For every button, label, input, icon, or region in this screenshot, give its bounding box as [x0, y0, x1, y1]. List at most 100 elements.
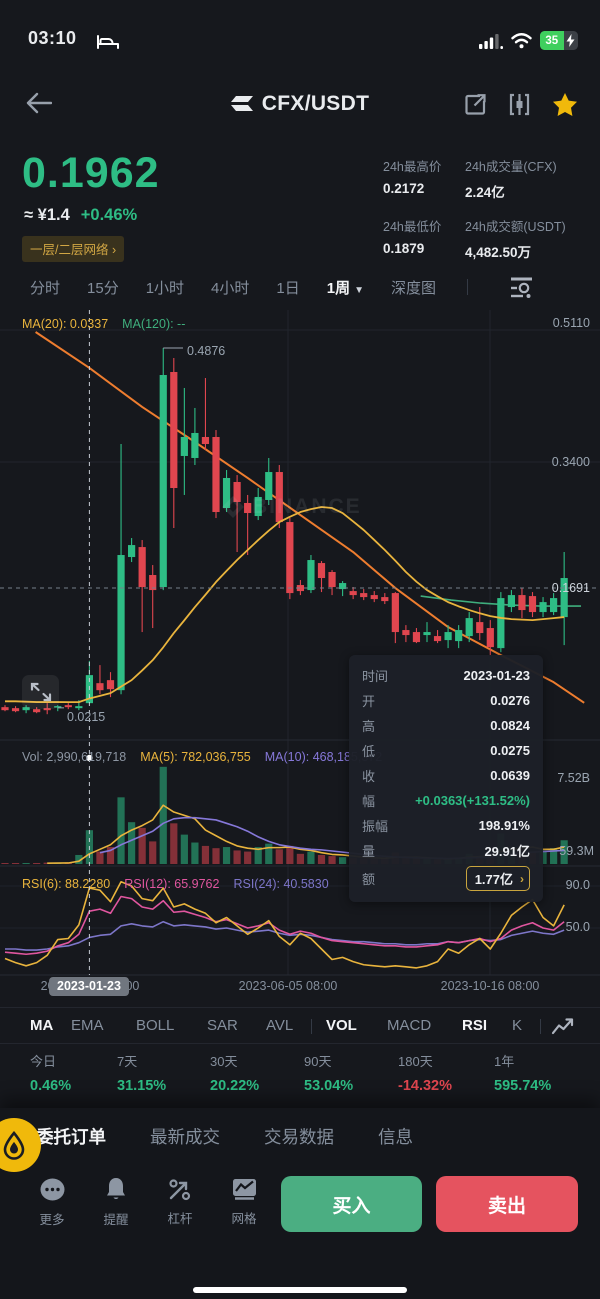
caret-down-icon: ▼ — [354, 284, 364, 296]
stat-label: 24h最低价 — [383, 220, 442, 234]
tooltip-value: +0.0363(+131.52%) — [415, 793, 530, 808]
bottom-tabs: 委托订单 最新成交 交易数据 信息 — [36, 1124, 413, 1149]
tooltip-label: 时间 — [362, 669, 389, 684]
droplet-icon — [3, 1131, 25, 1160]
tooltip-label: 低 — [362, 744, 376, 759]
cellular-signal-icon — [479, 33, 503, 49]
perf-30天: 30天 20.22% — [210, 1051, 259, 1094]
status-time: 03:10 — [28, 28, 77, 48]
chevron-right-icon: › — [111, 243, 117, 257]
back-icon[interactable] — [26, 92, 52, 114]
timeframe-tab-4小时[interactable]: 4小时 — [211, 279, 250, 297]
indicator-tab-EMA[interactable]: EMA — [71, 1017, 104, 1034]
legend-item: Vol: 2,990,619,718 — [22, 750, 127, 764]
indicator-tab-K[interactable]: K — [512, 1017, 523, 1034]
timeframe-tab-深度图[interactable]: 深度图 — [390, 279, 436, 297]
low-annotation: 0.0215 — [67, 710, 106, 724]
legend-item: RSI(12): 65.9762 — [124, 877, 220, 891]
tooltip-label: 开 — [362, 694, 376, 709]
grid-label: 网格 — [231, 1212, 257, 1226]
battery-charging-bolt — [563, 31, 578, 50]
timeframe-tab-1小时[interactable]: 1小时 — [145, 279, 185, 297]
status-icons: 35 — [479, 31, 578, 50]
indicator-tab-RSI[interactable]: RSI — [462, 1017, 488, 1034]
bottom-sheet: 委托订单 最新成交 交易数据 信息 更多 提醒 杠杆 网格 买入 卖出 — [0, 1108, 600, 1299]
more-label: 更多 — [39, 1213, 65, 1227]
indicator-tab-AVL[interactable]: AVL — [266, 1017, 294, 1034]
tooltip-value: 29.91亿 — [484, 844, 530, 859]
pair-selector[interactable]: CFX/USDT — [0, 92, 600, 116]
tooltip-label: 高 — [362, 719, 376, 734]
more-button[interactable]: 更多 — [30, 1176, 74, 1228]
category-tag[interactable]: 一层/二层网络 › — [22, 236, 125, 262]
indicator-tab-VOL[interactable]: VOL — [326, 1017, 357, 1034]
timeframe-tab-1周[interactable]: 1周 ▼ — [326, 279, 364, 297]
tooltip-row: 额 1.77亿 › — [362, 866, 530, 891]
grid-trading-button[interactable]: 网格 — [222, 1176, 266, 1228]
time-tick: 2023-06-05 08:00 — [238, 979, 338, 993]
timeframe-tab-分时[interactable]: 分时 — [30, 279, 61, 297]
time-tick: 2023-10-16 08:00 — [440, 979, 540, 993]
alert-button[interactable]: 提醒 — [94, 1176, 138, 1228]
timeframe-tab-1日[interactable]: 1日 — [276, 279, 300, 297]
axis-label: 0.5110 — [552, 316, 590, 330]
sell-button[interactable]: 卖出 — [436, 1176, 578, 1232]
perf-value: -14.32% — [398, 1078, 453, 1094]
stat-value: 4,482.50万 — [465, 245, 532, 260]
perf-label: 180天 — [398, 1054, 433, 1069]
indicator-tab-MACD[interactable]: MACD — [387, 1017, 432, 1034]
tooltip-value: 0.0276 — [490, 693, 530, 708]
axis-label: 7.52B — [557, 771, 590, 785]
battery-icon: 35 — [540, 31, 578, 50]
tab-divider — [311, 1019, 312, 1034]
indicator-tabs: MA EMA BOLL SAR AVL VOL MACD RSI K — [0, 1007, 600, 1044]
stat-1: 24h成交量(CFX) 2.24亿 — [465, 156, 557, 201]
timeframe-tabs: 分时 15分 1小时 4小时 1日 1周 ▼ 深度图 — [0, 272, 600, 302]
perf-1年: 1年 595.74% — [494, 1051, 551, 1094]
perf-value: 53.04% — [304, 1078, 354, 1094]
legend-item: RSI(6): 88.2280 — [22, 877, 111, 891]
volume-legend: Vol: 2,990,619,718 MA(5): 782,036,755 MA(1… — [22, 750, 396, 764]
bottom-tab-委托订单[interactable]: 委托订单 — [36, 1127, 106, 1147]
pan-zoom-button[interactable] — [22, 675, 59, 709]
perf-7天: 7天 31.15% — [117, 1051, 166, 1094]
indicator-tab-SAR[interactable]: SAR — [207, 1017, 238, 1034]
bottom-tab-交易数据[interactable]: 交易数据 — [264, 1127, 334, 1147]
favorite-star-icon[interactable] — [552, 92, 578, 117]
tag-label: 一层/二层网络 — [30, 243, 109, 257]
liquidity-promo-badge[interactable] — [0, 1118, 41, 1172]
perf-180天: 180天 -14.32% — [398, 1051, 452, 1094]
perf-value: 20.22% — [210, 1078, 260, 1094]
share-icon[interactable] — [464, 93, 487, 116]
leverage-label: 杠杆 — [167, 1212, 193, 1226]
bottom-tab-信息[interactable]: 信息 — [378, 1127, 413, 1147]
chart-style-icon[interactable] — [551, 1016, 575, 1036]
legend-item: RSI(24): 40.5830 — [233, 877, 329, 891]
ohlc-tooltip: 时间 2023-01-23 开 0.0276 高 0.0824 低 0.0275 收 0.0639… — [349, 655, 543, 902]
kline-chart[interactable]: MA(20): 0.0337 MA(120): -- Vol: 2,990,619… — [0, 310, 600, 1000]
stat-label: 24h最高价 — [383, 160, 442, 174]
tooltip-row: 低 0.0275 — [362, 741, 530, 760]
chevron-right-icon: › — [520, 871, 524, 886]
tooltip-value[interactable]: 1.77亿 › — [465, 866, 530, 891]
buy-button[interactable]: 买入 — [281, 1176, 422, 1232]
leverage-button[interactable]: 杠杆 — [158, 1176, 202, 1228]
tooltip-label: 收 — [362, 769, 376, 784]
tooltip-value: 0.0639 — [490, 768, 530, 783]
timeframe-tab-15分[interactable]: 15分 — [87, 279, 119, 297]
stat-3: 24h成交额(USDT) 4,482.50万 — [465, 216, 566, 261]
axis-label: 0.3400 — [551, 455, 590, 469]
home-indicator[interactable] — [193, 1287, 407, 1293]
stat-value: 2.24亿 — [465, 185, 505, 200]
tooltip-row: 时间 2023-01-23 — [362, 666, 530, 685]
indicator-tab-BOLL[interactable]: BOLL — [136, 1017, 175, 1034]
chart-settings-icon[interactable] — [509, 276, 534, 298]
wifi-icon — [511, 32, 532, 48]
stat-label: 24h成交额(USDT) — [465, 220, 566, 234]
compare-candle-icon[interactable] — [509, 93, 530, 116]
tooltip-value: 198.91% — [478, 818, 530, 833]
indicator-tab-MA[interactable]: MA — [30, 1017, 54, 1034]
legend-item: MA(20): 0.0337 — [22, 317, 109, 331]
bottom-tab-最新成交[interactable]: 最新成交 — [150, 1127, 220, 1147]
legend-item: MA(5): 782,036,755 — [140, 750, 251, 764]
